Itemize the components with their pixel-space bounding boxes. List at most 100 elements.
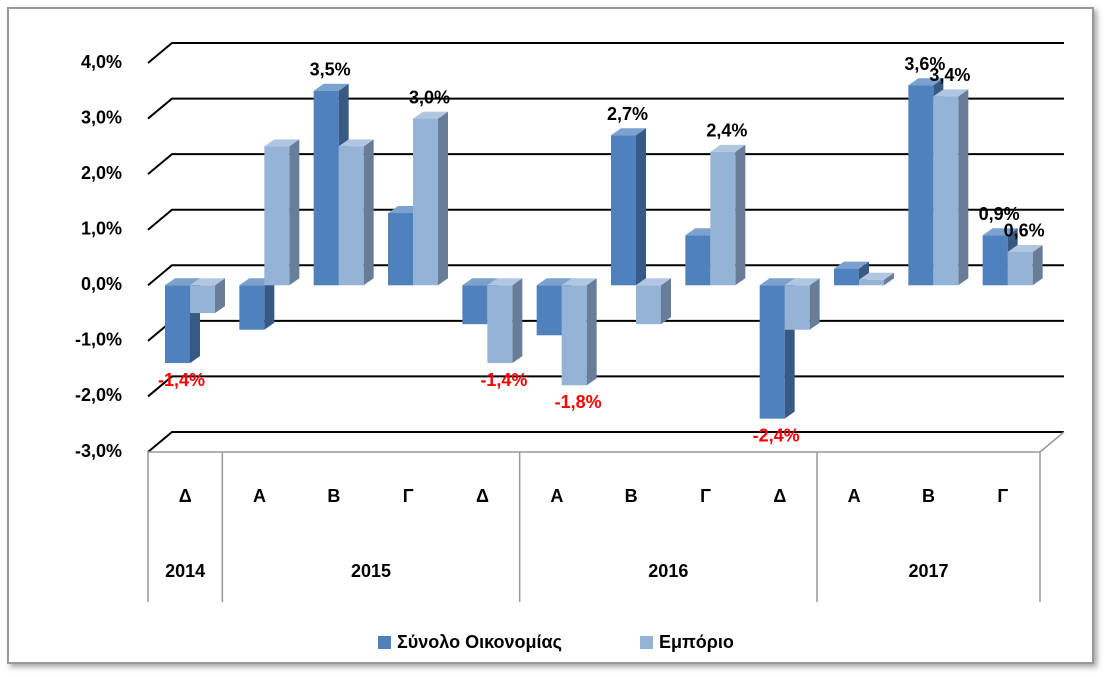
legend-swatch (378, 636, 391, 649)
bar (190, 285, 215, 314)
year-label: 2015 (351, 561, 391, 581)
bar-side (958, 89, 969, 286)
year-label: 2017 (908, 561, 948, 581)
bar (685, 235, 711, 286)
bar-top (487, 278, 523, 286)
bar-top (710, 144, 746, 152)
bar-side (661, 278, 671, 325)
bar-side (512, 278, 523, 364)
legend-label: Σύνολο Οικονομίας (397, 632, 562, 652)
bar (710, 151, 736, 286)
data-label: 3,5% (310, 60, 351, 80)
x-tick-label: Α (550, 486, 563, 506)
legend-label: Εμπόριο (659, 632, 734, 652)
bar-side (215, 278, 225, 314)
bar (636, 285, 661, 325)
bar-side (636, 128, 646, 286)
bar-top (561, 278, 597, 286)
x-tick-label: Δ (179, 486, 192, 506)
x-tick-label: Δ (773, 486, 786, 506)
bar-top (462, 278, 498, 286)
x-tick-label: Β (922, 486, 935, 506)
grid-line (147, 431, 1064, 453)
x-tick-label: Β (327, 486, 340, 506)
bar (338, 146, 364, 286)
bar-top (313, 83, 349, 91)
x-tick-label: Δ (476, 486, 489, 506)
bar (388, 213, 413, 286)
bar (834, 268, 859, 286)
bar-top (759, 278, 795, 286)
y-tick-label: 4,0% (81, 52, 122, 72)
bar-top (611, 128, 646, 136)
bar-top (933, 89, 969, 97)
data-label: -1,4% (480, 370, 527, 390)
bar-top (413, 111, 448, 119)
data-label: 2,4% (706, 121, 747, 141)
bar (487, 285, 513, 364)
y-tick-label: -3,0% (75, 441, 122, 461)
y-tick-label: -1,0% (75, 330, 122, 350)
legend-swatch (640, 636, 653, 649)
bar (784, 285, 810, 330)
x-tick-label: Α (848, 486, 861, 506)
bar (462, 285, 488, 325)
y-tick-label: 0,0% (81, 274, 122, 294)
bar (859, 279, 884, 286)
bar-top (536, 278, 572, 286)
bar (165, 285, 190, 364)
bar-side (438, 111, 448, 286)
bar-top (338, 139, 374, 147)
data-label: 3,4% (929, 65, 970, 85)
y-tick-label: 3,0% (81, 107, 122, 127)
bar-side (1032, 244, 1043, 286)
bar-top (165, 278, 200, 286)
grid-line (147, 42, 1064, 64)
grid-line (147, 97, 1064, 120)
x-tick-label: Α (253, 486, 266, 506)
data-label: -1,4% (158, 370, 205, 390)
bar (933, 96, 959, 286)
bar (536, 285, 562, 336)
year-label: 2014 (165, 561, 205, 581)
data-label: -1,8% (555, 392, 602, 412)
bar-top (190, 278, 225, 286)
bar-side (735, 144, 746, 286)
bar (759, 285, 785, 419)
bar-top (636, 278, 671, 286)
bar-top (859, 272, 894, 280)
bar-top (264, 139, 300, 147)
data-label: 3,0% (409, 87, 450, 107)
bar-top (784, 278, 820, 286)
bar (611, 135, 636, 286)
bar (413, 118, 438, 286)
bar (908, 85, 934, 286)
y-tick-label: 1,0% (81, 218, 122, 238)
floor-edge (1039, 431, 1065, 453)
bar-side (264, 278, 275, 330)
bar (264, 146, 290, 286)
x-tick-label: Γ (997, 486, 1008, 506)
data-label: 3,6% (904, 54, 945, 74)
bar-top (908, 78, 944, 86)
x-tick-label: Γ (403, 486, 414, 506)
bar-side (884, 272, 894, 286)
bar-top (982, 228, 1018, 236)
bar (239, 285, 265, 330)
grid-line (147, 264, 1064, 287)
data-label: 0,6% (1004, 221, 1045, 241)
bar-side (586, 278, 597, 386)
grid-line (147, 208, 1064, 231)
y-tick-label: 2,0% (81, 163, 122, 183)
data-label: 2,7% (607, 104, 648, 124)
bar-top (834, 261, 869, 269)
bar-side (363, 139, 374, 286)
x-tick-label: Γ (700, 486, 711, 506)
data-label: -2,4% (753, 425, 800, 445)
bar-side (289, 139, 300, 286)
bar-side (809, 278, 820, 330)
data-label: 0,9% (979, 204, 1020, 224)
y-tick-label: -2,0% (75, 385, 122, 405)
grid-line (147, 153, 1064, 175)
